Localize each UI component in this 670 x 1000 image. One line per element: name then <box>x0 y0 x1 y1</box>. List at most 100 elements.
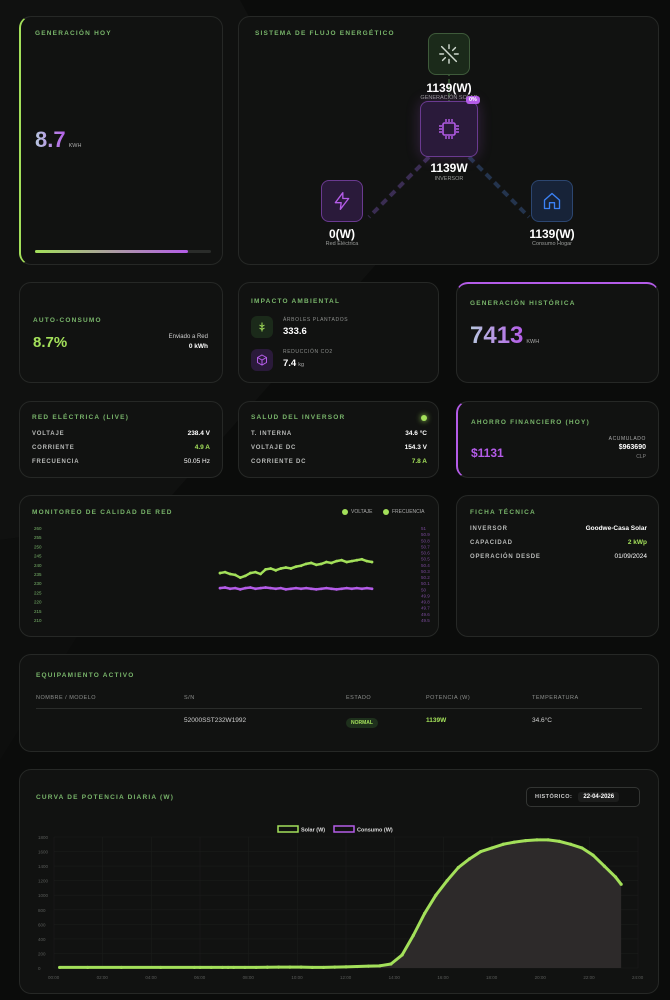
voltaje-point <box>309 561 313 565</box>
solar-point <box>501 842 505 846</box>
legend-frecuencia[interactable]: FRECUENCIA <box>383 509 425 515</box>
historica-card: GENERACIÓN HISTÓRICA 7413 KWH <box>456 282 659 383</box>
y-tick: 1400 <box>38 864 49 869</box>
red-row-voltaje: VOLTAJE 238.4 V <box>32 430 210 437</box>
solar-point <box>243 965 247 970</box>
y-left-tick: 255 <box>34 535 42 540</box>
frecuencia-point <box>355 586 359 590</box>
voltaje-point <box>269 567 273 570</box>
y-tick: 800 <box>38 908 46 913</box>
solar-point <box>119 965 123 970</box>
solar-point <box>192 965 196 970</box>
y-right-tick: 50.6 <box>421 551 430 556</box>
solar-point <box>434 893 438 897</box>
frecuencia-point <box>304 586 308 590</box>
voltaje-point <box>228 572 232 576</box>
frecuencia-point <box>370 587 374 591</box>
ficha-row-capacidad: CAPACIDAD 2 kWp <box>470 539 647 546</box>
home-value: 1139(W) <box>529 227 575 241</box>
home-label: Consumo Hogar <box>531 241 573 247</box>
gen-hoy-title: GENERACIÓN HOY <box>35 30 112 37</box>
y-left-tick: 210 <box>34 618 42 623</box>
gen-hoy-progress-fill <box>35 250 189 253</box>
ficha-card: FICHA TÉCNICA INVERSOR Goodwe-Casa Solar … <box>456 495 659 637</box>
history-date-picker[interactable]: HISTÓRICO: 22-04-2026 <box>526 787 640 807</box>
frecuencia-point <box>299 587 303 591</box>
home-node[interactable] <box>531 180 573 222</box>
voltaje-point <box>243 574 247 578</box>
x-tick: 18:00 <box>486 975 498 980</box>
inverter-value: 1139W <box>430 161 468 175</box>
y-left-tick: 235 <box>34 572 42 577</box>
ahorro-title: AHORRO FINANCIERO (HOY) <box>471 419 590 426</box>
col-sn: S/N <box>184 695 195 701</box>
inverter-node[interactable] <box>420 101 478 157</box>
solar-point <box>288 965 292 969</box>
solar-point <box>333 965 337 969</box>
frecuencia-point <box>289 587 293 591</box>
voltaje-line <box>219 557 373 580</box>
frecuencia-point <box>259 586 262 590</box>
y-tick: 200 <box>38 951 46 956</box>
row-power: 1139W <box>426 717 447 724</box>
frecuencia-point <box>340 587 343 591</box>
solar-point <box>411 933 415 937</box>
red-title: RED ELÉCTRICA (LIVE) <box>32 414 130 421</box>
historica-unit: KWH <box>526 339 540 345</box>
y-right-tick: 49.5 <box>421 618 430 623</box>
solar-point <box>613 875 618 879</box>
grid-node[interactable] <box>321 180 363 222</box>
equipo-header-row: NOMBRE / MODELO S/N ESTADO POTENCIA (W) … <box>36 695 642 709</box>
solar-point <box>619 882 623 886</box>
y-right-tick: 49.9 <box>421 593 430 598</box>
house-icon <box>543 192 561 210</box>
solar-point <box>467 857 472 861</box>
solar-point <box>355 964 359 969</box>
frecuencia-point <box>330 587 333 591</box>
legend-solar-label: Solar (W) <box>301 828 325 834</box>
frecuencia-point <box>243 586 247 590</box>
ficha-row-inversor: INVERSOR Goodwe-Casa Solar <box>470 525 647 532</box>
solar-point <box>580 846 584 850</box>
voltaje-point <box>259 572 262 576</box>
co2-label: REDUCCIÓN CO2 <box>283 349 333 355</box>
y-left-tick: 220 <box>34 600 42 605</box>
voltaje-point <box>330 561 333 565</box>
solar-point <box>198 965 202 970</box>
voltaje-point <box>304 562 308 566</box>
solar-node[interactable] <box>428 33 470 75</box>
y-tick: 1000 <box>38 893 49 898</box>
frecuencia-point <box>279 586 283 590</box>
y-left-tick: 225 <box>34 590 42 595</box>
ficha-title: FICHA TÉCNICA <box>470 509 536 516</box>
curva-card: CURVA DE POTENCIA DIARIA (W) HISTÓRICO: … <box>19 769 659 994</box>
solar-point <box>86 965 90 970</box>
red-card: RED ELÉCTRICA (LIVE) VOLTAJE 238.4 V CORR… <box>19 401 223 478</box>
x-tick: 04:00 <box>145 975 157 980</box>
y-right-tick: 50 <box>421 587 427 592</box>
voltaje-point <box>319 562 323 566</box>
flow-card: SISTEMA DE FLUJO ENERGÉTICO 1139(W) GENE… <box>238 16 659 265</box>
frecuencia-point <box>223 586 227 589</box>
solar-point <box>557 839 561 843</box>
hist-label: HISTÓRICO: <box>535 794 573 800</box>
salud-title: SALUD DEL INVERSOR <box>251 414 346 421</box>
solar-point <box>310 965 314 970</box>
trees-value: 333.6 <box>283 326 307 337</box>
y-right-tick: 51 <box>421 526 427 531</box>
solar-point <box>535 838 539 842</box>
gen-hoy-card: GENERACIÓN HOY 8.7 KWH <box>19 16 223 265</box>
voltaje-point <box>360 557 364 561</box>
solar-point <box>232 965 236 970</box>
table-row[interactable]: 52000SST232W1992 NORMAL 1139W 34.6°C <box>36 717 642 731</box>
solar-point <box>569 842 573 846</box>
inverter-badge: 0% <box>466 96 480 104</box>
sent-label: Enviado a Red <box>168 334 208 340</box>
solar-point <box>591 853 595 857</box>
frecuencia-point <box>335 587 338 591</box>
voltaje-point <box>274 568 278 572</box>
date-field[interactable]: 22-04-2026 <box>578 792 620 802</box>
legend-voltaje[interactable]: VOLTAJE <box>342 509 373 515</box>
flow-title: SISTEMA DE FLUJO ENERGÉTICO <box>255 30 395 37</box>
autoconsumo-value: 8.7% <box>33 334 68 351</box>
